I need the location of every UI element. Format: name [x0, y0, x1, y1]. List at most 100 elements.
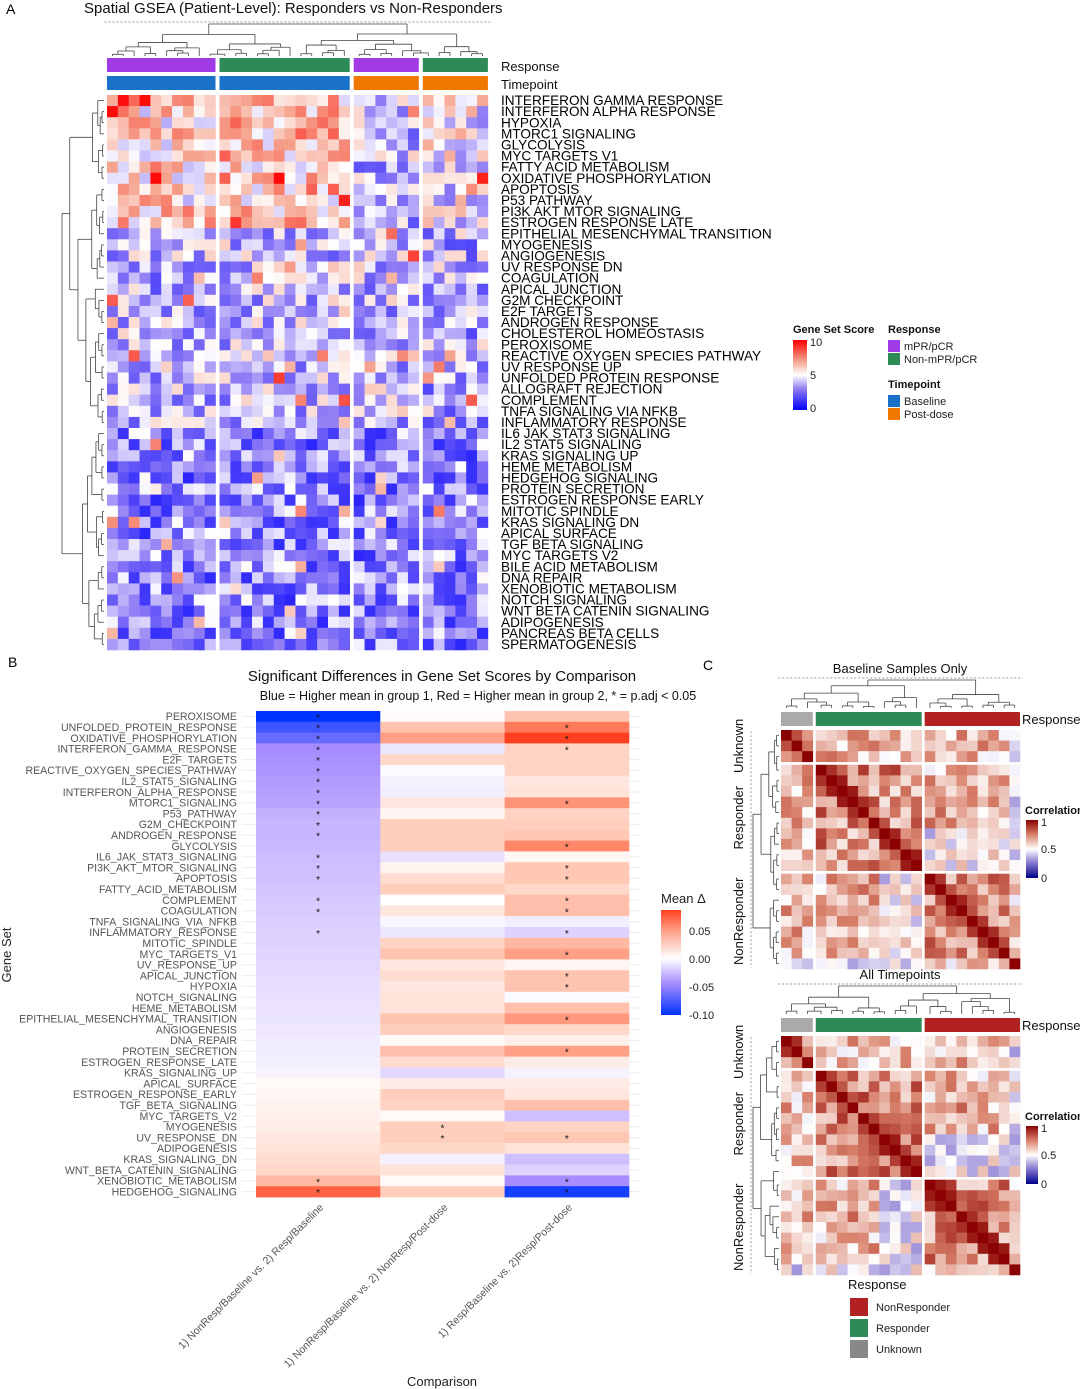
heatmap-cell	[117, 228, 129, 240]
gene-set-label: INTERFERON_GAMMA_RESPONSE	[57, 744, 237, 756]
heatmap-cell	[262, 494, 275, 506]
correlation-cell	[847, 751, 859, 763]
heatmap-cell	[375, 350, 387, 362]
correlation-cell	[858, 884, 870, 896]
heatmap-cell	[107, 527, 119, 540]
correlation-cell	[836, 828, 848, 840]
heatmap-cell	[150, 161, 162, 173]
heatmap-cell	[477, 472, 489, 484]
correlation-cell	[911, 916, 922, 927]
correlation-cell	[935, 1179, 947, 1191]
heatmap-cell	[107, 117, 119, 129]
correlation-cell	[868, 1232, 880, 1244]
correlation-cell	[826, 1222, 838, 1233]
heatmap-cell	[172, 505, 184, 518]
correlation-cell	[847, 916, 859, 927]
heatmap-cell	[117, 572, 129, 584]
heatmap-cell	[256, 1121, 381, 1133]
correlation-cell	[935, 1264, 947, 1276]
heatmap-cell	[422, 638, 434, 651]
heatmap-cell	[262, 539, 275, 551]
response-annotation-bar	[422, 58, 488, 72]
heatmap-cell	[397, 283, 409, 296]
heatmap-cell	[295, 194, 307, 207]
heatmap-cell	[407, 572, 420, 584]
heatmap-cell	[328, 339, 340, 351]
heatmap-cell	[295, 228, 307, 240]
correlation-cell	[781, 796, 792, 808]
correlation-cell	[826, 905, 838, 917]
correlation-cell	[879, 1264, 891, 1276]
heatmap-cell	[407, 550, 420, 562]
heatmap-cell	[252, 394, 264, 407]
heatmap-cell	[241, 539, 253, 551]
heatmap-cell	[477, 428, 489, 440]
heatmap-cell	[219, 416, 231, 429]
heatmap-cell	[353, 627, 365, 640]
heatmap-cell	[422, 527, 434, 540]
gene-set-label: PROTEIN_SECRETION	[122, 1046, 237, 1058]
correlation-cell	[967, 1179, 978, 1191]
correlation-cell	[911, 1243, 922, 1255]
correlation-cell	[791, 838, 803, 850]
heatmap-cell	[284, 150, 296, 162]
heatmap-cell	[230, 361, 242, 373]
heatmap-cell	[117, 206, 129, 218]
heatmap-cell	[172, 361, 184, 373]
heatmap-cell	[161, 206, 173, 218]
heatmap-cell	[338, 139, 350, 151]
heatmap-cell	[284, 250, 296, 262]
heatmap-cell	[182, 350, 195, 362]
heatmap-cell	[397, 239, 409, 251]
correlation-cell	[815, 937, 827, 949]
correlation-cell	[868, 849, 880, 861]
correlation-cell	[956, 849, 968, 861]
heatmap-cell	[328, 638, 340, 651]
heatmap-cell	[317, 561, 329, 573]
heatmap-cell	[273, 461, 285, 473]
heatmap-cell	[364, 461, 376, 473]
correlation-cell	[1009, 796, 1021, 808]
x-axis-title: Comparison	[407, 1374, 477, 1389]
heatmap-cell	[230, 183, 242, 196]
correlation-cell	[868, 764, 880, 776]
heatmap-cell	[252, 483, 264, 495]
heatmap-cell	[204, 161, 216, 173]
heatmap-cell	[338, 505, 350, 518]
heatmap-cell	[204, 605, 216, 617]
correlation-cell	[967, 937, 978, 949]
gene-set-label: UNFOLDED PROTEIN RESPONSE	[501, 371, 719, 386]
heatmap-cell	[273, 161, 285, 173]
heatmap-cell	[317, 638, 329, 651]
gene-set-label: G2M CHECKPOINT	[501, 293, 623, 308]
heatmap-cell	[273, 428, 285, 440]
heatmap-cell	[433, 294, 445, 307]
correlation-cell	[998, 860, 1010, 871]
heatmap-cell	[306, 139, 318, 151]
correlation-cell	[836, 1081, 848, 1093]
heatmap-cell	[306, 95, 318, 107]
correlation-cell	[889, 937, 901, 949]
heatmap-cell	[230, 150, 242, 162]
significance-star: *	[316, 778, 320, 789]
correlation-cell	[988, 1166, 1000, 1177]
heatmap-cell	[241, 527, 253, 540]
correlation-cell	[956, 860, 968, 871]
correlation-cell	[889, 796, 901, 808]
heatmap-cell	[466, 616, 478, 629]
heatmap-cell	[284, 572, 296, 584]
heatmap-cell	[295, 172, 307, 185]
heatmap-cell	[328, 361, 340, 373]
correlation-cell	[826, 1123, 838, 1135]
correlation-cell	[1009, 926, 1021, 938]
correlation-cell	[879, 958, 891, 970]
heatmap-cell	[422, 261, 434, 273]
heatmap-cell	[380, 743, 505, 755]
heatmap-cell	[182, 405, 195, 418]
heatmap-cell	[284, 616, 296, 629]
legend-swatch-unknown	[850, 1340, 868, 1358]
heatmap-cell	[117, 128, 129, 140]
heatmap-cell	[353, 283, 365, 296]
correlation-cell	[868, 1190, 880, 1202]
correlation-cell	[868, 828, 880, 840]
